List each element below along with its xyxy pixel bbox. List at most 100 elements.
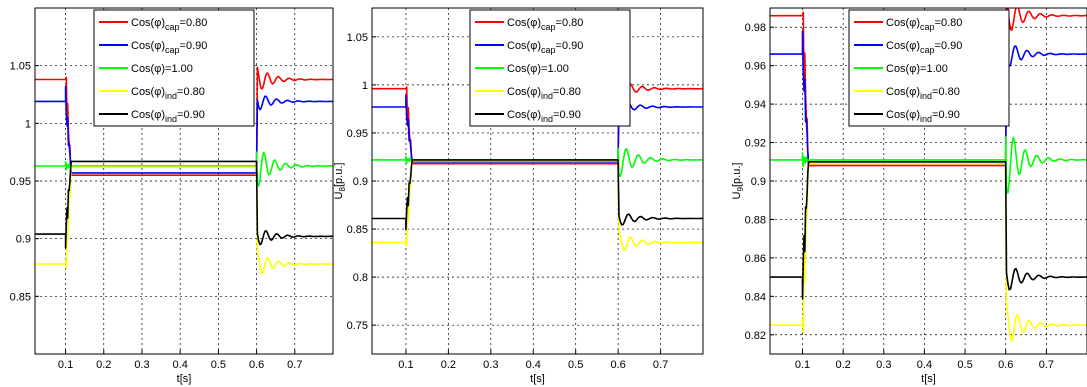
legend-label: Cos(φ)ind=0.80: [886, 86, 960, 101]
legend-label: Cos(φ)=1.00: [886, 63, 948, 75]
chart-panel-2: 0.1 0.2 0.3 0.4 0.5 0.6 0.7 0.75 0.8 0.85 0.9 0.95 1…: [333, 7, 704, 385]
legend-label-suffix: =1.00: [541, 63, 569, 75]
legend-label-suffix: =1.00: [920, 63, 948, 75]
y-tick-label: 0.98: [745, 22, 766, 34]
legend-label-prefix: Cos(φ): [507, 17, 541, 29]
legend-label-prefix: Cos(φ): [131, 17, 165, 29]
x-tick-label: 0.7: [287, 359, 302, 371]
x-tick-label: 0.2: [441, 359, 456, 371]
legend-label-prefix: Cos(φ): [507, 86, 541, 98]
legend-label-suffix: =0.80: [556, 17, 584, 29]
x-tick-label: 0.4: [173, 359, 188, 371]
x-tick-label: 0.6: [249, 359, 264, 371]
y-axis-label-main: U: [333, 191, 345, 199]
legend-label: Cos(φ)ind=0.90: [507, 109, 581, 124]
x-tick-label: 0.4: [917, 359, 932, 371]
legend-label-suffix: =1.00: [165, 63, 193, 75]
legend-label-suffix: =0.90: [177, 109, 205, 121]
legend-label: Cos(φ)cap=0.90: [886, 40, 962, 55]
y-tick-label: 0.88: [745, 214, 766, 226]
legend-label-suffix: =0.80: [935, 17, 963, 29]
x-tick-label: 0.1: [795, 359, 810, 371]
legend-label-sub: ind: [920, 91, 932, 101]
y-tick-label: 0.9: [751, 176, 766, 188]
x-tick-label: 0.2: [96, 359, 111, 371]
x-axis-label: t[s]: [921, 373, 936, 385]
legend-label: Cos(φ)=1.00: [507, 63, 569, 75]
series-line: [35, 151, 333, 187]
y-tick-label: 0.82: [745, 330, 766, 342]
legend-label-prefix: Cos(φ): [131, 63, 165, 75]
x-tick-label: 0.6: [998, 359, 1013, 371]
legend-label-sub: cap: [920, 22, 935, 32]
y-axis-label-unit: [p.u.]: [731, 163, 743, 187]
legend-label: Cos(φ)ind=0.90: [886, 109, 960, 124]
chart-panel-1: 0.1 0.2 0.3 0.4 0.5 0.6 0.7 0.85 0.9 0.95 1 1.05 t[s…: [10, 7, 334, 385]
legend-label-prefix: Cos(φ): [886, 109, 920, 121]
y-tick-label: 1: [362, 80, 368, 92]
x-tick-label: 0.2: [836, 359, 851, 371]
x-tick-label: 0.5: [211, 359, 226, 371]
legend-label-suffix: =0.80: [177, 86, 205, 98]
series-line: [35, 66, 333, 176]
x-tick-label: 0.7: [1039, 359, 1054, 371]
legend-label-prefix: Cos(φ): [886, 40, 920, 52]
legend-label-suffix: =0.80: [553, 86, 581, 98]
legend: Cos(φ)cap=0.80Cos(φ)cap=0.90Cos(φ)=1.00C…: [469, 9, 631, 127]
legend-label: Cos(φ)cap=0.90: [507, 40, 583, 55]
x-axis-label: t[s]: [530, 373, 545, 385]
legend-label: Cos(φ)cap=0.80: [886, 17, 962, 32]
x-tick-label: 0.4: [526, 359, 541, 371]
legend-label-sub: cap: [920, 45, 935, 55]
y-tick-label: 1.05: [10, 61, 31, 73]
legend-label-sub: ind: [541, 114, 553, 124]
y-axis-label-main: U: [731, 191, 743, 199]
y-tick-label: 0.85: [10, 291, 31, 303]
legend-label-suffix: =0.90: [553, 109, 581, 121]
legend-label: Cos(φ)ind=0.80: [507, 86, 581, 101]
y-axis-label: U9[p.u.]: [731, 163, 745, 200]
legend-label-sub: ind: [165, 114, 177, 124]
series-line: [372, 147, 703, 178]
y-axis-label-sub: 9: [736, 186, 745, 191]
series-group: [35, 66, 333, 275]
legend-label-suffix: =0.90: [180, 40, 208, 52]
legend-label-sub: ind: [920, 114, 932, 124]
legend-label-prefix: Cos(φ): [507, 109, 541, 121]
legend-label-suffix: =0.90: [932, 109, 960, 121]
y-tick-label: 0.9: [16, 234, 31, 246]
legend: Cos(φ)cap=0.80Cos(φ)cap=0.90Cos(φ)=1.00C…: [93, 9, 255, 127]
y-tick-label: 0.8: [353, 272, 368, 284]
legend-label-sub: ind: [541, 91, 553, 101]
legend-label: Cos(φ)cap=0.80: [131, 17, 207, 32]
x-tick-label: 0.1: [58, 359, 73, 371]
legend-label-suffix: =0.80: [180, 17, 208, 29]
legend-label-sub: cap: [541, 22, 556, 32]
series-line: [35, 160, 333, 249]
legend-label-sub: cap: [165, 22, 180, 32]
legend-label-prefix: Cos(φ): [131, 109, 165, 121]
legend-label-prefix: Cos(φ): [886, 86, 920, 98]
x-tick-label: 0.6: [610, 359, 625, 371]
legend-label: Cos(φ)cap=0.80: [507, 17, 583, 32]
x-tick-label: 0.5: [957, 359, 972, 371]
x-tick-label: 0.3: [134, 359, 149, 371]
legend-label-sub: ind: [165, 91, 177, 101]
y-tick-label: 0.95: [347, 128, 368, 140]
y-axis-label: U8[p.u.]: [333, 163, 347, 200]
legend-label-prefix: Cos(φ): [507, 40, 541, 52]
series-group: [770, 8, 1087, 342]
chart-panel-3: 0.1 0.2 0.3 0.4 0.5 0.6 0.7 0.82 0.84 0.86 0.88 0.9…: [731, 7, 1087, 385]
y-tick-label: 0.94: [745, 99, 766, 111]
legend-label-suffix: =0.90: [556, 40, 584, 52]
x-axis-label: t[s]: [177, 373, 192, 385]
x-tick-label: 0.3: [876, 359, 891, 371]
x-tick-label: 0.3: [483, 359, 498, 371]
legend-label-prefix: Cos(φ): [131, 86, 165, 98]
legend-label-prefix: Cos(φ): [886, 17, 920, 29]
legend-label: Cos(φ)ind=0.80: [131, 86, 205, 101]
series-line: [372, 159, 703, 231]
legend-label-suffix: =0.80: [932, 86, 960, 98]
y-tick-label: 0.9: [353, 176, 368, 188]
